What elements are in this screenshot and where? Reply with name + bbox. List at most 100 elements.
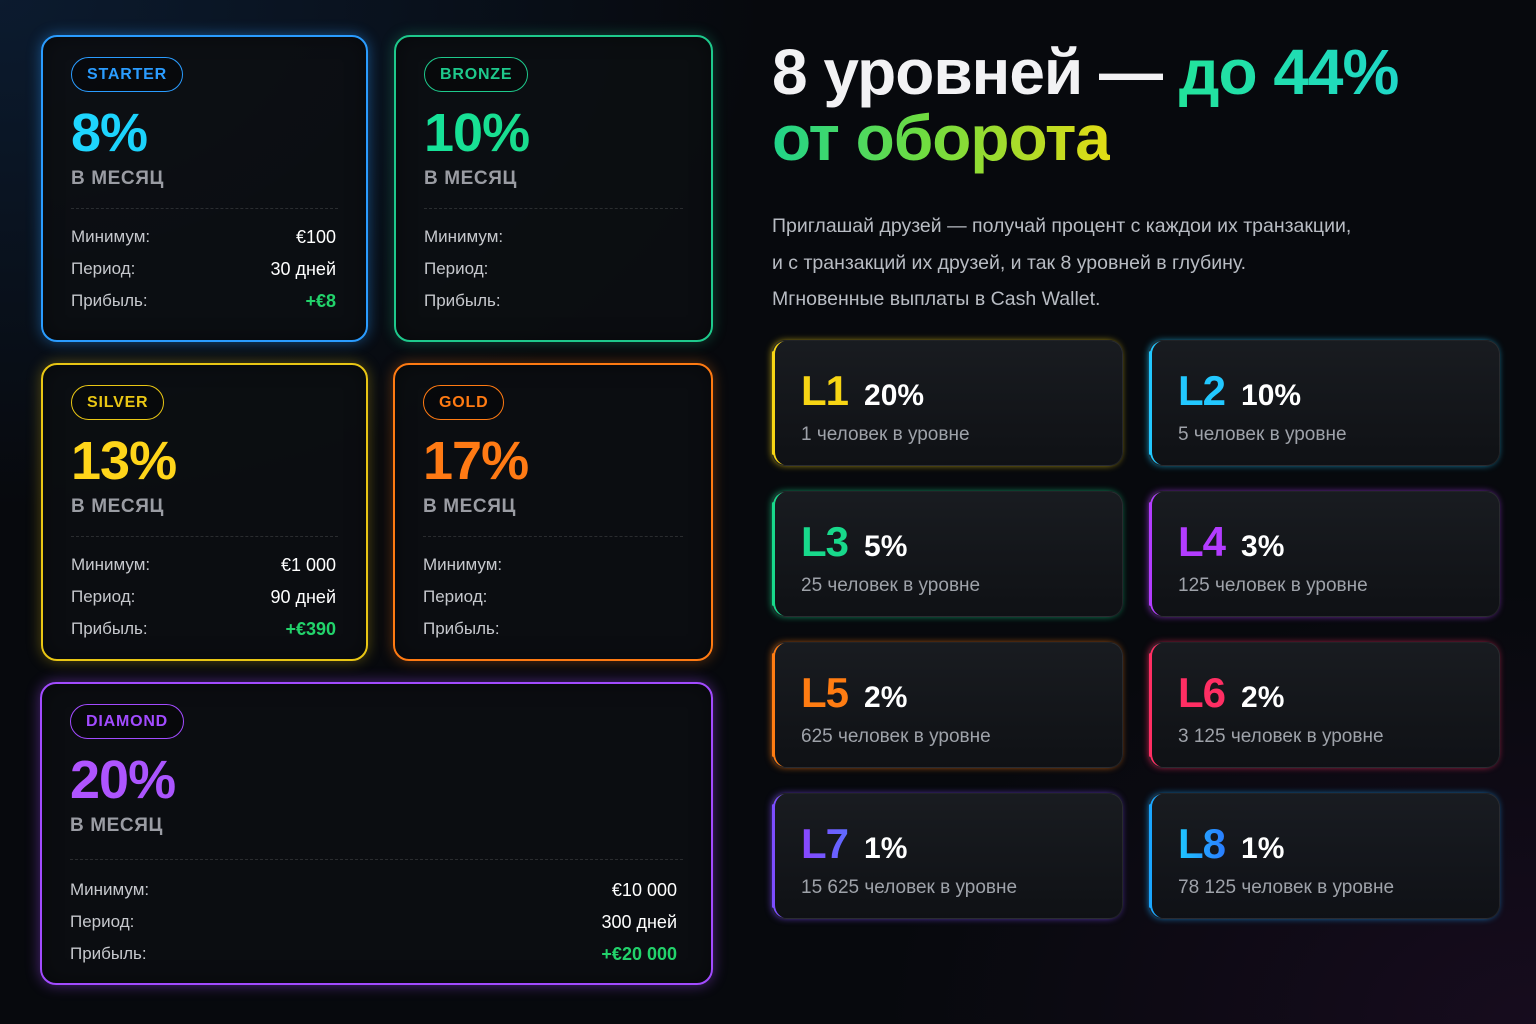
plan-badge: GOLD (423, 385, 505, 420)
level-label: L7 (801, 820, 849, 867)
plan-percent: 20% (70, 753, 683, 807)
row-value-profit: +€390 (285, 618, 336, 639)
divider (70, 859, 683, 860)
row-value-profit: +€20 000 (601, 943, 677, 964)
level-people: 625 человек в уровне (801, 726, 991, 747)
plan-row-profit: Прибыль: +€8 (71, 285, 338, 317)
description-line: Приглашай друзей — получай процент с каж… (772, 215, 1352, 237)
level-label: L6 (1178, 669, 1226, 716)
level-percent: 1% (1241, 832, 1285, 865)
row-label: Минимум: (424, 227, 504, 246)
plan-details: Минимум: Период: Прибыль: (423, 549, 683, 645)
row-label: Прибыль: (70, 944, 147, 963)
plan-card-silver[interactable]: SILVER 13% В МЕСЯЦ Минимум: €1 000 Период… (41, 363, 368, 661)
level-card-l6[interactable]: L6 2% 3 125 человек в уровне (1149, 642, 1500, 768)
plan-row-minimum: Минимум: (423, 549, 683, 581)
level-percent: 3% (1241, 530, 1285, 563)
level-card-l7[interactable]: L7 1% 15 625 человек в уровне (772, 793, 1123, 919)
plan-details: Минимум: Период: Прибыль: (424, 221, 683, 317)
row-label: Минимум: (71, 227, 151, 246)
level-label: L8 (1178, 820, 1226, 867)
row-value: 300 дней (601, 911, 677, 932)
row-value: €1 000 (280, 554, 336, 575)
row-value: €10 000 (611, 879, 677, 900)
level-people: 1 человек в уровне (801, 424, 970, 445)
level-people: 25 человек в уровне (801, 575, 981, 596)
plan-period-label: В МЕСЯЦ (423, 496, 516, 517)
plan-row-minimum: Минимум: (424, 221, 683, 253)
level-card-l4[interactable]: L4 3% 125 человек в уровне (1149, 491, 1500, 617)
plan-card-diamond[interactable]: DIAMOND 20% В МЕСЯЦ Минимум: €10 000 Пери… (40, 682, 713, 985)
row-label: Период: (423, 587, 488, 606)
level-percent: 2% (1241, 681, 1285, 714)
plan-percent: 13% (71, 431, 177, 491)
row-label: Период: (70, 912, 135, 931)
level-people: 125 человек в уровне (1178, 575, 1368, 596)
plan-badge: BRONZE (424, 57, 529, 92)
plan-period-label: В МЕСЯЦ (71, 496, 164, 517)
plan-row-period: Период: 90 дней (71, 581, 338, 613)
row-value: 90 дней (270, 586, 336, 607)
level-people: 15 625 человек в уровне (801, 877, 1018, 898)
divider (71, 536, 338, 537)
row-label: Прибыль: (71, 619, 148, 638)
plan-row-minimum: Минимум: €100 (71, 221, 338, 253)
plan-badge: DIAMOND (70, 704, 185, 739)
plan-row-minimum: Минимум: €1 000 (71, 549, 338, 581)
level-card-l3[interactable]: L3 5% 25 человек в уровне (772, 491, 1123, 617)
page-description: Приглашай друзей — получай процент с каж… (772, 208, 1492, 318)
plan-row-period: Период: 30 дней (71, 253, 338, 285)
level-label: L4 (1178, 518, 1226, 565)
level-card-l1[interactable]: L1 20% 1 человек в уровне (772, 340, 1123, 466)
row-label: Прибыль: (71, 291, 148, 310)
level-card-l2[interactable]: L2 10% 5 человек в уровне (1149, 340, 1500, 466)
level-card-l8[interactable]: L8 1% 78 125 человек в уровне (1149, 793, 1500, 919)
divider (71, 208, 338, 209)
title-part-levels: 8 уровней — (772, 36, 1179, 108)
divider (423, 536, 683, 537)
plan-row-minimum: Минимум: €10 000 (70, 874, 683, 906)
row-label: Период: (424, 259, 489, 278)
title-part-percent: до 44% (1178, 36, 1400, 108)
plan-row-period: Период: (424, 253, 683, 285)
row-label: Прибыль: (424, 291, 501, 310)
plan-period-label: В МЕСЯЦ (71, 168, 164, 189)
plan-badge: STARTER (71, 57, 183, 92)
level-percent: 2% (864, 681, 908, 714)
plan-row-profit: Прибыль: +€20 000 (70, 938, 683, 970)
plan-period-label: В МЕСЯЦ (424, 168, 517, 189)
plan-percent: 17% (423, 431, 529, 491)
row-value-profit: +€8 (305, 290, 336, 311)
plan-badge: SILVER (71, 385, 165, 420)
divider (424, 208, 683, 209)
level-label: L2 (1178, 367, 1226, 414)
plan-card-bronze[interactable]: BRONZE 10% В МЕСЯЦ Минимум: Период: Приб… (394, 35, 713, 342)
level-people: 78 125 человек в уровне (1178, 877, 1395, 898)
plan-row-period: Период: (423, 581, 683, 613)
plan-percent: 10% (424, 106, 683, 160)
plan-row-profit: Прибыль: (424, 285, 683, 317)
plan-row-profit: Прибыль: +€390 (71, 613, 338, 645)
plan-details: Минимум: €1 000 Период: 90 дней Прибыль: +€… (71, 549, 338, 645)
level-percent: 1% (864, 832, 908, 865)
level-card-l5[interactable]: L5 2% 625 человек в уровне (772, 642, 1123, 768)
title-part-turnover: от оборота (772, 101, 1111, 174)
row-label: Минимум: (70, 880, 150, 899)
row-label: Период: (71, 587, 136, 606)
plan-period-label: В МЕСЯЦ (70, 815, 163, 836)
description-line: и с транзакций их друзей, и так 8 уровне… (772, 251, 1247, 274)
plan-card-starter[interactable]: STARTER 8% В МЕСЯЦ Минимум: €100 Период: 3… (41, 35, 368, 342)
row-label: Период: (71, 259, 136, 278)
plan-card-gold[interactable]: GOLD 17% В МЕСЯЦ Минимум: Период: Прибыл… (393, 363, 713, 661)
row-value: 30 дней (270, 258, 336, 279)
level-people: 3 125 человек в уровне (1178, 726, 1384, 747)
level-percent: 20% (864, 379, 925, 412)
row-value: €100 (295, 226, 336, 247)
level-label: L1 (801, 367, 849, 414)
level-label: L3 (801, 518, 849, 565)
description-line: Мгновенные выплаты в Cash Wallet. (772, 288, 1101, 310)
row-label: Прибыль: (423, 619, 500, 638)
level-percent: 10% (1241, 379, 1302, 412)
page-title: 8 уровней — до 44% от оборота (772, 39, 1512, 174)
plan-row-profit: Прибыль: (423, 613, 683, 645)
